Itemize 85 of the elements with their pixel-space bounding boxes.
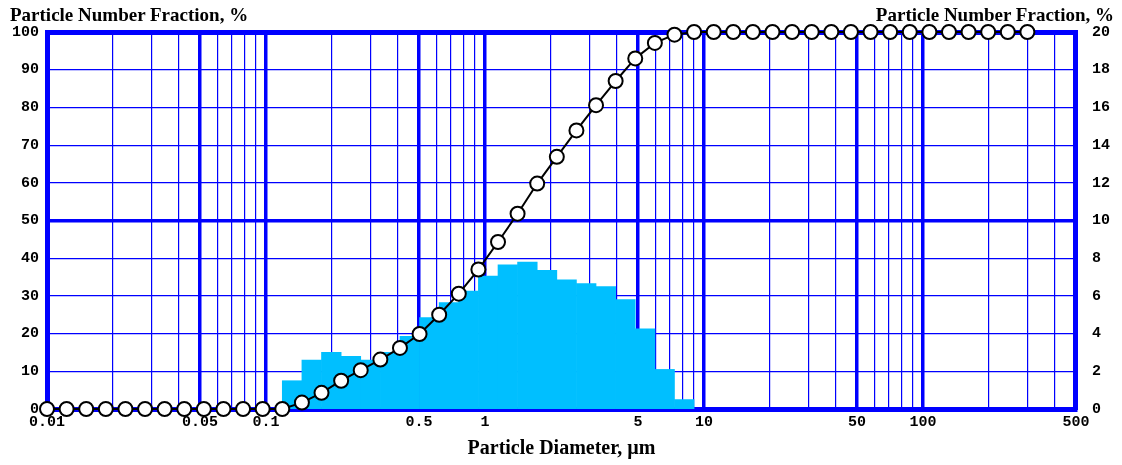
point <box>1019 24 1036 40</box>
point <box>450 285 467 302</box>
point <box>117 401 134 417</box>
point <box>137 401 154 417</box>
y2-tick-label: 12 <box>1092 174 1111 192</box>
point <box>254 401 271 417</box>
x-tick-label: 0.05 <box>182 413 219 431</box>
point <box>470 261 487 278</box>
point <box>235 401 252 417</box>
point <box>176 401 193 417</box>
point <box>646 34 663 51</box>
point <box>333 372 350 389</box>
y-tick-label: 90 <box>20 61 39 79</box>
point <box>960 24 977 40</box>
point <box>39 401 55 417</box>
point <box>784 24 801 40</box>
x-tick-label: 100 <box>909 413 937 431</box>
x-tick-label: 500 <box>1062 413 1090 431</box>
point <box>940 24 957 40</box>
point <box>686 24 703 40</box>
y2-tick-label: 2 <box>1092 363 1102 381</box>
y-tick-label: 60 <box>20 174 39 192</box>
y2-tick-label: 4 <box>1092 325 1102 343</box>
point <box>862 24 879 40</box>
y-tick-label: 10 <box>20 363 39 381</box>
point <box>764 24 781 40</box>
point <box>568 122 585 139</box>
point <box>391 339 408 356</box>
x-tick-label: 5 <box>633 413 643 431</box>
y2-tick-label: 20 <box>1092 23 1111 41</box>
y2-tick-label: 16 <box>1092 99 1111 117</box>
y-tick-label: 100 <box>11 23 39 41</box>
point <box>431 306 448 323</box>
y-tick-label: 40 <box>20 249 39 267</box>
point <box>411 325 428 342</box>
point <box>548 148 565 165</box>
x-tick-label: 50 <box>848 413 867 431</box>
point <box>627 50 644 67</box>
point <box>58 401 75 417</box>
point <box>529 175 546 192</box>
x-tick-label: 0.01 <box>29 413 66 431</box>
point <box>725 24 742 40</box>
point <box>588 97 605 114</box>
y2-tick-label: 14 <box>1092 136 1111 154</box>
point <box>666 26 683 43</box>
y2-axis-title: Particle Number Fraction, % <box>875 3 1114 25</box>
x-axis-title: Particle Diameter, µm <box>467 436 656 460</box>
point <box>999 24 1016 40</box>
y-tick-label: 30 <box>20 287 39 305</box>
point <box>78 401 95 417</box>
point <box>980 24 997 40</box>
point <box>509 205 526 222</box>
y-tick-label: 20 <box>20 325 39 343</box>
point <box>882 24 899 40</box>
y-tick-label: 70 <box>20 136 39 154</box>
y2-tick-label: 18 <box>1092 61 1111 79</box>
point <box>705 24 722 40</box>
y-tick-label: 80 <box>20 99 39 117</box>
y2-tick-label: 8 <box>1092 249 1102 267</box>
point <box>372 351 389 368</box>
point <box>744 24 761 40</box>
point <box>842 24 859 40</box>
point <box>803 24 820 40</box>
y2-tick-label: 10 <box>1092 212 1111 230</box>
point <box>921 24 938 40</box>
y2-tick-label: 0 <box>1092 400 1102 418</box>
point <box>97 401 114 417</box>
point <box>156 401 173 417</box>
x-tick-label: 10 <box>694 413 713 431</box>
x-tick-label: 1 <box>480 413 490 431</box>
y-tick-label: 50 <box>20 212 39 230</box>
y2-tick-label: 6 <box>1092 287 1102 305</box>
point <box>607 73 624 90</box>
point <box>490 233 507 250</box>
point <box>901 24 918 40</box>
x-tick-label: 0.5 <box>405 413 433 431</box>
point <box>293 394 310 411</box>
point <box>823 24 840 40</box>
point <box>215 401 232 417</box>
point <box>352 362 369 379</box>
y-axis-title: Particle Number Fraction, % <box>10 3 249 25</box>
point <box>195 401 212 417</box>
x-tick-label: 0.1 <box>252 413 280 431</box>
point <box>274 401 291 417</box>
point <box>313 384 330 401</box>
